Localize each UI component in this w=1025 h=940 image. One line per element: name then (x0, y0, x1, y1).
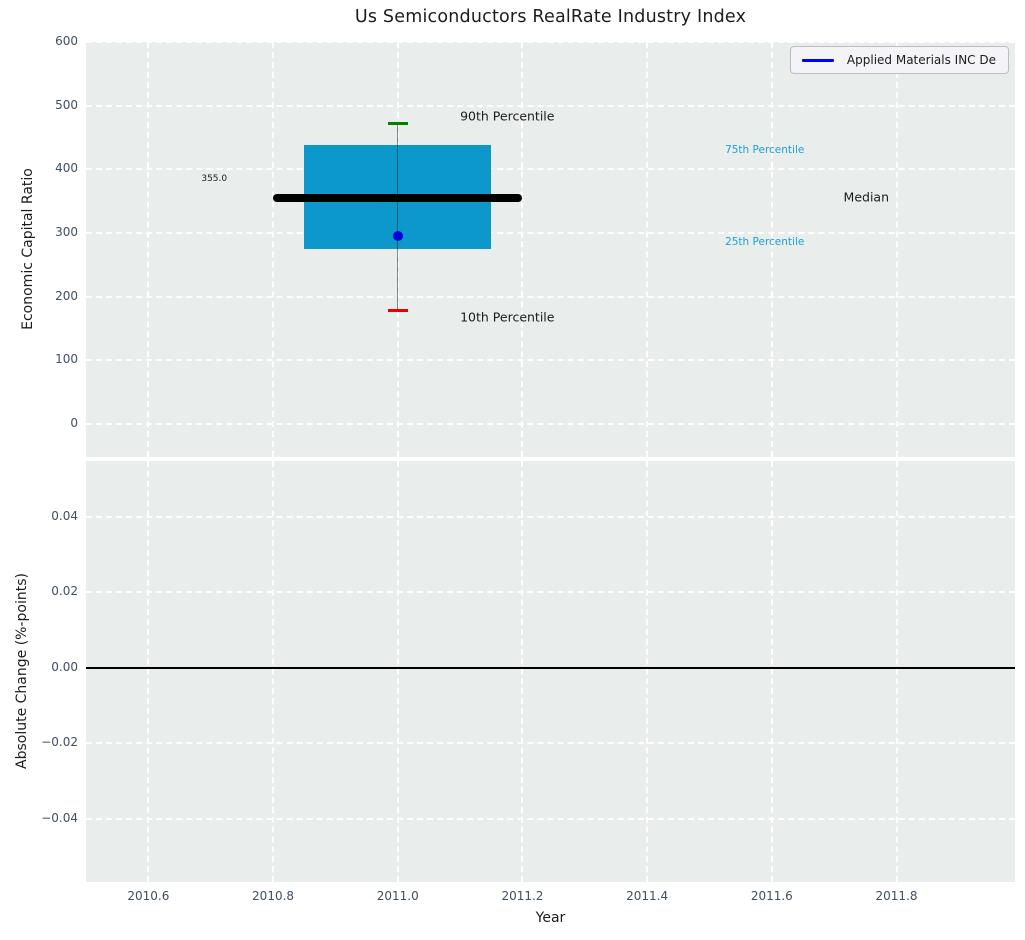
chart-title: Us Semiconductors RealRate Industry Inde… (354, 7, 747, 27)
company-point-marker (392, 231, 403, 242)
gridline-y (86, 359, 1015, 362)
x-tick-label: 2011.4 (626, 889, 669, 903)
gridline-x (770, 461, 773, 882)
y-tick-label: 100 (55, 352, 78, 367)
gridline-x (147, 461, 150, 882)
gridline-x (895, 461, 898, 882)
gridline-y (86, 742, 1015, 745)
y-tick-label: 0.00 (51, 659, 78, 674)
x-tick-label: 2010.8 (252, 889, 295, 903)
y-tick-label: 0.04 (51, 508, 78, 523)
gridline-y (86, 422, 1015, 425)
y-tick-label: 600 (55, 34, 78, 48)
zero-line (86, 666, 1015, 669)
y-axis-label-top: Economic Capital Ratio (20, 168, 36, 330)
axes-bottom (86, 461, 1015, 882)
gridline-y (86, 515, 1015, 518)
gridline-x (770, 42, 773, 457)
gridline-y (86, 104, 1015, 107)
annotation: 10th Percentile (460, 309, 555, 325)
y-tick-label: 0.02 (51, 584, 78, 599)
annotation: 90th Percentile (460, 108, 555, 124)
gridline-x (272, 461, 275, 882)
y-tick-label: 400 (55, 161, 78, 176)
gridline-y (86, 817, 1015, 820)
x-tick-label: 2011.6 (750, 889, 793, 903)
gridline-y (86, 42, 1015, 43)
legend: Applied Materials INC De (789, 46, 1009, 74)
y-tick-label: −0.02 (41, 735, 78, 750)
x-tick-label: 2011.2 (501, 889, 544, 903)
legend-line-icon (801, 58, 834, 62)
annotation: Median (843, 189, 889, 205)
y-tick-label: 500 (55, 97, 78, 112)
gridline-x (646, 42, 649, 457)
x-tick-label: 2011.8 (875, 889, 918, 903)
y-tick-label: −0.04 (41, 810, 78, 825)
y-tick-label: 300 (55, 224, 78, 239)
gridline-x (272, 42, 275, 457)
gridline-x (396, 461, 399, 882)
p10-cap (387, 309, 408, 313)
p90-cap (387, 121, 408, 125)
gridline-y (86, 168, 1015, 171)
y-tick-label: 0 (70, 415, 78, 430)
x-tick-label: 2010.6 (127, 889, 170, 903)
x-tick-label: 2011.0 (376, 889, 419, 903)
gridline-y (86, 231, 1015, 234)
annotation: 75th Percentile (725, 144, 805, 157)
gridline-x (521, 42, 524, 457)
legend-series-label: Applied Materials INC De (846, 53, 996, 67)
y-tick-label: 200 (55, 288, 78, 303)
gridline-x (521, 461, 524, 882)
annotation: 25th Percentile (725, 235, 805, 248)
annotation: 355.0 (201, 174, 228, 185)
gridline-y (86, 591, 1015, 594)
whisker-line (396, 123, 399, 311)
gridline-x (147, 42, 150, 457)
median-line (273, 193, 523, 202)
x-axis-label: Year (535, 910, 566, 926)
gridline-x (646, 461, 649, 882)
axes-top: Applied Materials INC De 90th Percentile… (86, 42, 1015, 457)
gridline-y (86, 295, 1015, 298)
gridline-x (895, 42, 898, 457)
